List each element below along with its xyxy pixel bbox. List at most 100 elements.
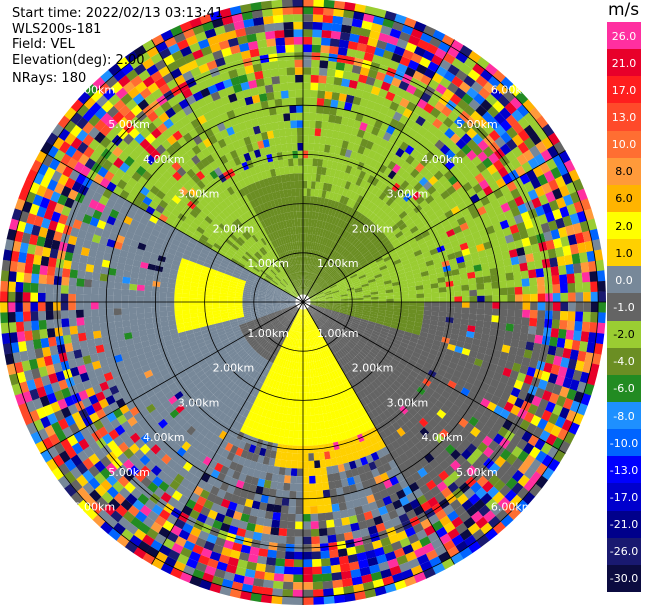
velocity-gate — [313, 338, 317, 346]
velocity-gate — [516, 247, 526, 257]
velocity-gate — [447, 214, 457, 224]
velocity-gate — [311, 314, 316, 322]
velocity-gate — [385, 313, 393, 318]
velocity-gate — [319, 228, 324, 237]
velocity-gate — [347, 40, 359, 51]
velocity-gate — [444, 195, 454, 205]
velocity-gate — [325, 83, 334, 92]
velocity-gate — [477, 295, 485, 303]
velocity-gate — [380, 347, 389, 355]
velocity-gate — [303, 67, 312, 75]
velocity-gate — [485, 93, 498, 106]
velocity-gate — [368, 372, 377, 381]
velocity-gate — [320, 261, 326, 270]
velocity-gate — [447, 528, 460, 540]
velocity-gate — [362, 463, 372, 473]
velocity-gate — [333, 8, 345, 17]
velocity-gate — [385, 307, 394, 312]
velocity-gate — [370, 236, 379, 244]
velocity-gate — [469, 370, 479, 380]
velocity-gate — [379, 182, 388, 192]
velocity-gate — [439, 144, 451, 155]
velocity-gate — [331, 310, 340, 314]
velocity-gate — [307, 289, 312, 296]
velocity-gate — [348, 326, 357, 333]
velocity-gate — [315, 310, 322, 316]
velocity-gate — [264, 510, 274, 520]
velocity-gate — [491, 170, 503, 182]
velocity-gate — [510, 206, 521, 217]
velocity-gate — [341, 24, 352, 34]
velocity-gate — [445, 247, 455, 256]
velocity-gate — [384, 354, 393, 362]
velocity-gate — [349, 33, 360, 43]
velocity-gate — [293, 559, 303, 568]
velocity-gate — [420, 32, 433, 44]
velocity-gate — [317, 328, 322, 336]
velocity-gate — [449, 470, 461, 482]
velocity-gate — [325, 404, 331, 414]
velocity-gate — [529, 277, 538, 287]
velocity-gate — [488, 152, 500, 165]
velocity-gate — [393, 45, 406, 57]
velocity-gate — [354, 458, 363, 468]
velocity-gate — [358, 35, 370, 45]
velocity-gate — [353, 356, 361, 364]
velocity-gate — [420, 74, 432, 86]
velocity-gate — [345, 469, 354, 479]
velocity-gate — [396, 348, 406, 356]
velocity-gate — [384, 378, 394, 387]
velocity-gate — [523, 349, 533, 359]
velocity-gate — [404, 327, 414, 334]
velocity-gate — [405, 164, 416, 175]
velocity-gate — [310, 298, 318, 301]
velocity-gate — [582, 281, 591, 293]
velocity-gate — [339, 338, 347, 346]
velocity-gate — [310, 296, 318, 300]
velocity-gate — [402, 502, 414, 514]
velocity-gate — [303, 82, 311, 90]
velocity-gate — [412, 229, 422, 238]
velocity-gate — [323, 221, 329, 230]
velocity-gate — [363, 294, 371, 298]
velocity-gate — [295, 407, 300, 416]
velocity-gate — [295, 400, 300, 408]
velocity-gate — [443, 539, 456, 552]
velocity-gate — [317, 243, 322, 252]
velocity-gate — [394, 245, 404, 253]
velocity-gate — [390, 191, 400, 201]
velocity-gate — [322, 182, 329, 191]
velocity-gate — [330, 286, 339, 291]
velocity-gate — [391, 320, 400, 326]
velocity-gate — [308, 143, 315, 151]
velocity-gate — [460, 470, 472, 483]
velocity-gate — [452, 323, 461, 330]
velocity-gate — [541, 454, 554, 468]
velocity-gate — [565, 224, 575, 237]
velocity-gate — [335, 533, 346, 543]
velocity-gate — [317, 306, 325, 310]
velocity-gate — [379, 105, 390, 116]
velocity-gate — [522, 99, 536, 113]
velocity-gate — [498, 273, 507, 282]
velocity-gate — [393, 379, 402, 389]
velocity-gate — [398, 31, 411, 43]
velocity-gate — [404, 66, 417, 78]
velocity-gate — [543, 421, 555, 434]
velocity-gate — [255, 563, 267, 572]
velocity-gate — [304, 279, 306, 287]
velocity-gate — [547, 345, 557, 356]
velocity-gate — [381, 380, 391, 390]
velocity-gate — [521, 278, 530, 287]
velocity-gate — [587, 218, 598, 231]
velocity-gate — [404, 449, 415, 460]
velocity-gate — [323, 273, 330, 281]
velocity-gate — [504, 489, 517, 503]
velocity-gate — [403, 351, 412, 359]
velocity-gate — [488, 117, 501, 130]
velocity-gate — [323, 374, 329, 383]
velocity-gate — [545, 401, 556, 414]
velocity-gate — [315, 353, 320, 361]
velocity-gate — [281, 596, 293, 605]
velocity-gate — [317, 212, 322, 221]
